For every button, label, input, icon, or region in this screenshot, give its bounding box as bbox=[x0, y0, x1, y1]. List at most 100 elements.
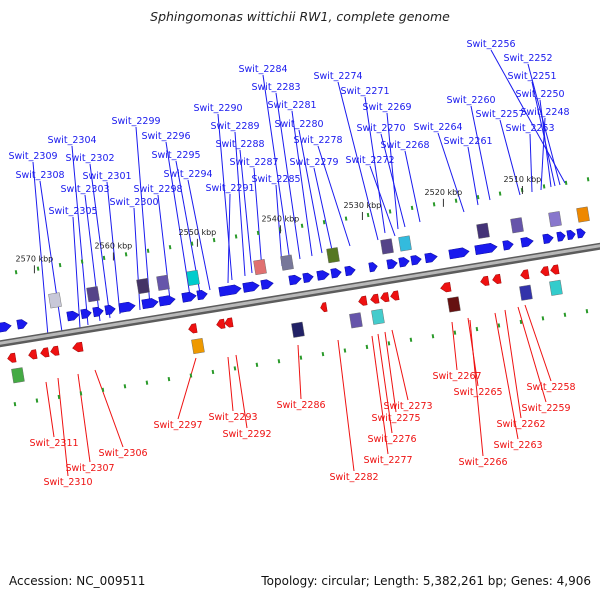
reverse-gene-arrow bbox=[370, 293, 380, 304]
similarity-block bbox=[136, 278, 150, 295]
accession-text: Accession: NC_009511 bbox=[9, 574, 146, 588]
forward-gene-arrow bbox=[181, 291, 197, 303]
forward-gene-arrow bbox=[118, 301, 136, 313]
gene-label-reverse: Swit_2277 bbox=[363, 455, 412, 466]
gene-label-reverse: Swit_2306 bbox=[98, 448, 147, 459]
gene-label-forward: Swit_2291 bbox=[205, 183, 254, 194]
label-leader-line bbox=[71, 145, 89, 326]
forward-gene-arrow bbox=[302, 272, 314, 283]
gene-label-forward: Swit_2305 bbox=[48, 206, 97, 217]
label-leader-line bbox=[94, 369, 124, 448]
gene-label-reverse: Swit_2262 bbox=[496, 419, 545, 430]
label-leader-line bbox=[539, 99, 552, 188]
similarity-block bbox=[380, 238, 394, 255]
similarity-block bbox=[510, 217, 524, 234]
dotted-guide-mark bbox=[476, 195, 480, 200]
gene-label-forward: Swit_2272 bbox=[345, 155, 394, 166]
label-leader-line bbox=[177, 357, 197, 420]
label-leader-line bbox=[77, 373, 91, 463]
tick-marks: 2510 kbp 2520 kbp 2530 kbp 2540 kbp 2550 kbp… bbox=[16, 175, 541, 274]
label-leader-line bbox=[469, 319, 484, 457]
forward-gene-arrow bbox=[474, 243, 498, 256]
label-leader-line bbox=[467, 146, 479, 206]
gene-label-reverse: Swit_2275 bbox=[371, 413, 420, 424]
label-leader-line bbox=[371, 335, 389, 455]
dotted-guide-mark bbox=[388, 209, 392, 214]
dotted-guide-mark bbox=[409, 337, 413, 342]
label-leader-line bbox=[291, 110, 313, 257]
label-leader-line bbox=[504, 309, 522, 419]
similarity-block bbox=[549, 279, 563, 296]
label-leader-lines bbox=[32, 49, 566, 477]
dotted-guide-mark bbox=[366, 212, 370, 218]
dotted-guide-mark bbox=[410, 205, 414, 211]
dotted-guide-mark bbox=[146, 248, 150, 253]
similarity-block bbox=[86, 286, 100, 303]
label-leader-line bbox=[437, 132, 465, 213]
dotted-guide-mark bbox=[101, 387, 105, 392]
dotted-guide-mark bbox=[79, 391, 83, 396]
similarity-block bbox=[48, 292, 62, 309]
label-leader-line bbox=[234, 131, 246, 277]
dotted-guide-mark bbox=[454, 198, 458, 203]
gene-label-forward: Swit_2299 bbox=[111, 116, 160, 127]
similarity-block bbox=[349, 312, 363, 329]
gene-label-forward: Swit_2260 bbox=[446, 95, 495, 106]
label-leader-line bbox=[298, 129, 323, 254]
gene-label-forward: Swit_2309 bbox=[8, 151, 57, 162]
similarity-block bbox=[156, 274, 170, 291]
gene-label-forward: Swit_2261 bbox=[443, 136, 492, 147]
similarity-block bbox=[253, 259, 267, 276]
gene-label-forward: Swit_2274 bbox=[313, 71, 362, 82]
genome-summary-text: Topology: circular; Length: 5,382,261 bp… bbox=[261, 574, 591, 588]
dotted-guide-mark bbox=[233, 366, 237, 371]
reverse-gene-arrow bbox=[480, 275, 490, 286]
dotted-guide-mark bbox=[322, 220, 326, 225]
forward-gene-arrow bbox=[16, 319, 28, 330]
gene-label-forward: Swit_2303 bbox=[60, 184, 109, 195]
tick-label: 2530 kbp bbox=[344, 201, 382, 210]
dotted-guide-mark bbox=[497, 323, 501, 328]
gene-labels: Swit_2256 Swit_2252 Swit_2251 Swit_2250 Swit… bbox=[8, 39, 575, 488]
dotted-guide-mark bbox=[80, 259, 84, 264]
dotted-guide-mark bbox=[58, 262, 62, 268]
forward-gene-arrow bbox=[66, 310, 80, 322]
label-leader-line bbox=[384, 331, 397, 413]
label-leader-line bbox=[72, 216, 81, 329]
tick-label: 2570 kbp bbox=[16, 254, 54, 263]
dotted-guide-mark bbox=[563, 312, 567, 317]
genome-title: Sphingomonas wittichii RW1, complete gen… bbox=[150, 9, 450, 24]
gene-label-forward: Swit_2264 bbox=[413, 122, 462, 133]
dotted-guide-mark bbox=[475, 326, 479, 332]
dotted-guide-mark bbox=[123, 384, 127, 389]
label-leader-line bbox=[313, 167, 333, 251]
dotted-guide-mark bbox=[36, 266, 40, 271]
forward-gene-arrow bbox=[158, 295, 176, 307]
forward-gene-arrow bbox=[0, 321, 12, 333]
label-leader-line bbox=[239, 149, 253, 274]
label-leader-line bbox=[45, 381, 55, 438]
gene-label-reverse: Swit_2265 bbox=[453, 387, 502, 398]
gene-label-reverse: Swit_2293 bbox=[208, 412, 257, 423]
gene-label-forward: Swit_2281 bbox=[267, 100, 316, 111]
label-leader-line bbox=[527, 63, 561, 186]
similarity-block bbox=[476, 222, 490, 239]
gene-label-forward: Swit_2271 bbox=[340, 86, 389, 97]
gene-label-forward: Swit_2285 bbox=[251, 174, 300, 185]
label-leader-line bbox=[490, 49, 566, 184]
gene-label-forward: Swit_2296 bbox=[141, 131, 190, 142]
reverse-gene-arrow bbox=[492, 273, 502, 284]
label-leader-line bbox=[57, 377, 69, 477]
gene-label-reverse: Swit_2282 bbox=[329, 472, 378, 483]
forward-gene-arrow bbox=[368, 262, 378, 273]
gene-label-reverse: Swit_2266 bbox=[458, 457, 507, 468]
label-leader-line bbox=[531, 81, 556, 187]
gene-label-forward: Swit_2300 bbox=[109, 197, 158, 208]
gene-label-reverse: Swit_2297 bbox=[153, 420, 202, 431]
dotted-guide-mark bbox=[321, 351, 325, 357]
forward-gene-arrow bbox=[330, 268, 342, 279]
label-leader-line bbox=[275, 92, 301, 260]
gene-label-forward: Swit_2302 bbox=[65, 153, 114, 164]
forward-gene-arrow bbox=[316, 270, 330, 281]
label-leader-line bbox=[494, 312, 519, 440]
